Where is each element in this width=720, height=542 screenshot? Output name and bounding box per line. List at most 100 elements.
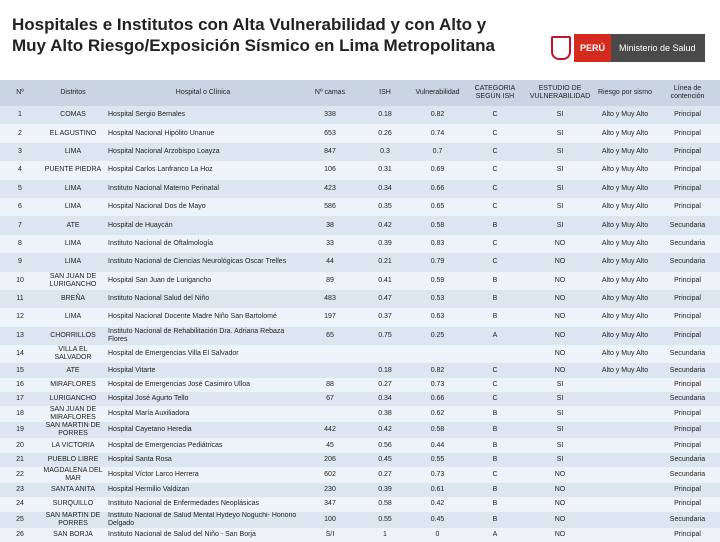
table-row: 5 LIMA Instituto Nacional Materno Perinata… xyxy=(0,179,720,198)
table-cell: C xyxy=(465,124,525,143)
table-row: 6 LIMA Hospital Nacional Dos de Mayo 586 0.3… xyxy=(0,197,720,217)
table-cell: LIMA xyxy=(40,179,106,198)
table-cell: NO xyxy=(525,234,595,254)
table-cell: 13 xyxy=(0,326,40,346)
table-cell xyxy=(595,438,655,453)
table-cell: Hospital Santa Rosa xyxy=(106,452,300,467)
table-cell xyxy=(595,527,655,542)
table-cell: 0.27 xyxy=(360,377,410,393)
table-cell: SAN BORJA xyxy=(40,527,106,542)
table-cell: 0.31 xyxy=(360,161,410,180)
table-cell: Alto y Muy Alto xyxy=(595,234,655,254)
table-cell: Alto y Muy Alto xyxy=(595,197,655,217)
table-cell: 206 xyxy=(300,452,360,467)
table-cell: 22 xyxy=(0,466,40,483)
table-cell: 100 xyxy=(300,511,360,528)
table-cell: Alto y Muy Alto xyxy=(595,326,655,346)
table-cell: PUENTE PIEDRA xyxy=(40,161,106,180)
table-row: 24 SURQUILLO Instituto Nacional de Enferme… xyxy=(0,497,720,512)
table-cell: 8 xyxy=(0,234,40,254)
table-cell: 0.55 xyxy=(410,452,465,467)
column-header: Vulnerabilidad xyxy=(410,80,465,106)
table-cell: NO xyxy=(525,482,595,498)
table-cell: 347 xyxy=(300,497,360,512)
table-cell: SI xyxy=(525,392,595,407)
table-cell xyxy=(410,345,465,364)
table-cell: 0.58 xyxy=(410,422,465,439)
table-cell: 0.3 xyxy=(360,142,410,162)
table-cell: 17 xyxy=(0,392,40,407)
table-cell: SI xyxy=(525,124,595,143)
logo-ministry: Ministerio de Salud xyxy=(611,34,706,62)
table-cell: 442 xyxy=(300,422,360,439)
table-cell xyxy=(595,406,655,423)
table-cell: B xyxy=(465,406,525,423)
table-cell: Hospital Nacional Docente Madre Niño San… xyxy=(106,308,300,327)
table-cell: SI xyxy=(525,142,595,162)
table-cell: Hospital María Auxiliadora xyxy=(106,406,300,423)
table-cell: C xyxy=(465,106,525,125)
table-cell: 10 xyxy=(0,271,40,290)
table-cell: 1 xyxy=(0,106,40,125)
table-cell: 0.79 xyxy=(410,253,465,272)
table-cell: B xyxy=(465,438,525,453)
table-cell: Instituto Nacional de Enfermedades Neopl… xyxy=(106,497,300,512)
table-cell: B xyxy=(465,289,525,309)
table-cell: B xyxy=(465,422,525,439)
table-cell: NO xyxy=(525,253,595,272)
table-cell: Alto y Muy Alto xyxy=(595,106,655,125)
table-cell: Instituto Nacional de Salud Mental Hydey… xyxy=(106,511,300,528)
table-cell: Alto y Muy Alto xyxy=(595,216,655,235)
table-cell: SI xyxy=(525,377,595,393)
table-cell: 21 xyxy=(0,452,40,467)
table-cell: 20 xyxy=(0,438,40,453)
table-cell: SI xyxy=(525,161,595,180)
table-cell: 7 xyxy=(0,216,40,235)
table-cell: Hospital Sergio Bernales xyxy=(106,106,300,125)
table-cell: 0.69 xyxy=(410,161,465,180)
table-cell: 16 xyxy=(0,377,40,393)
table-cell: Principal xyxy=(655,197,720,217)
table-cell: Principal xyxy=(655,106,720,125)
table-cell: Alto y Muy Alto xyxy=(595,308,655,327)
table-cell: 6 xyxy=(0,197,40,217)
table-cell: 2 xyxy=(0,124,40,143)
table-cell: 0.65 xyxy=(410,197,465,217)
table-cell: 33 xyxy=(300,234,360,254)
table-cell: LIMA xyxy=(40,253,106,272)
table-cell: B xyxy=(465,216,525,235)
table-cell: EL AGUSTINO xyxy=(40,124,106,143)
table-cell: 0.61 xyxy=(410,482,465,498)
table-cell: 0.34 xyxy=(360,392,410,407)
table-row: 18 SAN JUAN DE MIRAFLORES Hospital María A… xyxy=(0,406,720,423)
table-row: 9 LIMA Instituto Nacional de Ciencias Neur… xyxy=(0,253,720,272)
table-cell: 483 xyxy=(300,289,360,309)
table-cell: NO xyxy=(525,326,595,346)
table-cell: 0.39 xyxy=(360,482,410,498)
column-header: ISH xyxy=(360,80,410,106)
table-cell: 5 xyxy=(0,179,40,198)
table-cell: CHORRILLOS xyxy=(40,326,106,346)
title-line: Muy Alto Riesgo/Exposición Sísmico en Li… xyxy=(12,36,495,55)
table-cell: 847 xyxy=(300,142,360,162)
table-cell: 0.42 xyxy=(360,216,410,235)
table-row: 20 LA VICTORIA Hospital de Emergencias Ped… xyxy=(0,438,720,453)
table-cell: Hospital Nacional Hipólito Unanue xyxy=(106,124,300,143)
table-cell: Instituto Nacional de Salud del Niño - S… xyxy=(106,527,300,542)
table-cell: 0.42 xyxy=(410,497,465,512)
table-cell: NO xyxy=(525,363,595,378)
table-cell: NO xyxy=(525,345,595,364)
table-row: 22 MAGDALENA DEL MAR Hospital Víctor Larco… xyxy=(0,466,720,483)
table-cell: A xyxy=(465,326,525,346)
table-cell: 602 xyxy=(300,466,360,483)
table: Nº Distritos Hospital o Clínica Nº camas ISH… xyxy=(0,80,720,542)
table-cell: Alto y Muy Alto xyxy=(595,289,655,309)
table-cell: 197 xyxy=(300,308,360,327)
table-cell: 0.74 xyxy=(410,124,465,143)
logo: PERÚ Ministerio de Salud xyxy=(548,34,706,62)
table-row: 14 VILLA EL SALVADOR Hospital de Emergenci… xyxy=(0,345,720,364)
table-row: 2 EL AGUSTINO Hospital Nacional Hipólito U… xyxy=(0,124,720,143)
table-cell: Alto y Muy Alto xyxy=(595,142,655,162)
table-cell: PUEBLO LIBRE xyxy=(40,452,106,467)
